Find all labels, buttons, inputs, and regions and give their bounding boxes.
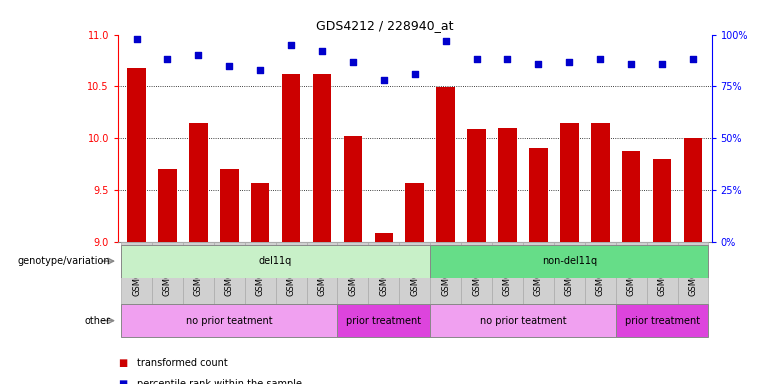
Bar	[121, 245, 430, 278]
Text: ■: ■	[118, 358, 127, 368]
Bar	[189, 122, 208, 242]
Point	[254, 67, 266, 73]
Text: transformed count: transformed count	[137, 358, 228, 368]
Point	[440, 38, 452, 44]
Bar	[436, 88, 455, 242]
Bar	[461, 242, 492, 313]
Bar	[529, 147, 548, 242]
Bar	[307, 242, 337, 313]
Point	[193, 52, 205, 58]
Bar	[584, 242, 616, 313]
Text: GSM652238: GSM652238	[410, 245, 419, 296]
Text: no prior teatment: no prior teatment	[479, 316, 566, 326]
Text: GSM652234: GSM652234	[256, 245, 265, 296]
Bar	[121, 242, 152, 313]
Bar	[523, 242, 554, 313]
Bar	[220, 169, 238, 242]
Text: GSM652245: GSM652245	[565, 245, 574, 296]
Bar	[400, 242, 430, 313]
Point	[687, 56, 699, 63]
Text: GSM652246: GSM652246	[689, 245, 698, 296]
Bar	[492, 242, 523, 313]
Bar	[183, 242, 214, 313]
Point	[409, 71, 421, 77]
Point	[501, 56, 514, 63]
Bar	[313, 74, 331, 242]
Bar	[251, 183, 269, 242]
Bar	[368, 242, 400, 313]
Text: GSM652232: GSM652232	[194, 245, 203, 296]
Bar	[152, 242, 183, 313]
Bar	[498, 128, 517, 242]
Bar	[430, 242, 461, 313]
Bar	[337, 304, 430, 337]
Text: GSM652235: GSM652235	[287, 245, 295, 296]
Text: GSM652244: GSM652244	[534, 245, 543, 296]
Text: GSM652236: GSM652236	[317, 245, 326, 296]
Bar	[127, 68, 146, 242]
Text: GSM652240: GSM652240	[658, 245, 667, 296]
Text: GSM652233: GSM652233	[224, 245, 234, 296]
Bar	[467, 129, 486, 242]
Text: GSM652242: GSM652242	[472, 245, 481, 296]
Bar	[374, 233, 393, 242]
Bar	[616, 304, 708, 337]
Bar	[622, 151, 641, 242]
Point	[377, 77, 390, 83]
Text: no prior teatment: no prior teatment	[186, 316, 272, 326]
Bar	[677, 242, 708, 313]
Bar	[647, 242, 677, 313]
Title: GDS4212 / 228940_at: GDS4212 / 228940_at	[317, 19, 454, 32]
Text: GSM652229: GSM652229	[132, 245, 141, 296]
Bar	[245, 242, 275, 313]
Text: other: other	[84, 316, 110, 326]
Text: ■: ■	[118, 379, 127, 384]
Bar	[406, 183, 424, 242]
Point	[656, 61, 668, 67]
Bar	[337, 242, 368, 313]
Bar	[653, 159, 671, 242]
Text: GSM652247: GSM652247	[596, 245, 605, 296]
Bar	[282, 74, 301, 242]
Bar	[430, 304, 616, 337]
Text: non-del11q: non-del11q	[542, 256, 597, 266]
Text: prior treatment: prior treatment	[346, 316, 422, 326]
Bar	[121, 304, 337, 337]
Point	[470, 56, 482, 63]
Point	[347, 58, 359, 65]
Point	[223, 63, 235, 69]
Point	[285, 42, 297, 48]
Bar	[344, 136, 362, 242]
Bar	[616, 242, 647, 313]
Text: GSM652239: GSM652239	[626, 245, 635, 296]
Point	[625, 61, 637, 67]
Bar	[591, 122, 610, 242]
Bar	[430, 245, 708, 278]
Bar	[158, 169, 177, 242]
Text: genotype/variation: genotype/variation	[18, 256, 110, 266]
Bar	[554, 242, 584, 313]
Text: percentile rank within the sample: percentile rank within the sample	[137, 379, 302, 384]
Point	[563, 58, 575, 65]
Bar	[275, 242, 307, 313]
Bar	[560, 122, 578, 242]
Text: GSM652241: GSM652241	[441, 245, 451, 296]
Text: GSM652243: GSM652243	[503, 245, 512, 296]
Point	[316, 48, 328, 54]
Text: GSM652231: GSM652231	[349, 245, 358, 296]
Text: GSM652230: GSM652230	[163, 245, 172, 296]
Point	[161, 56, 174, 63]
Point	[594, 56, 607, 63]
Point	[130, 36, 142, 42]
Text: GSM652237: GSM652237	[379, 245, 388, 296]
Point	[533, 61, 545, 67]
Bar	[214, 242, 245, 313]
Text: prior treatment: prior treatment	[625, 316, 699, 326]
Bar	[683, 138, 702, 242]
Text: del11q: del11q	[259, 256, 292, 266]
